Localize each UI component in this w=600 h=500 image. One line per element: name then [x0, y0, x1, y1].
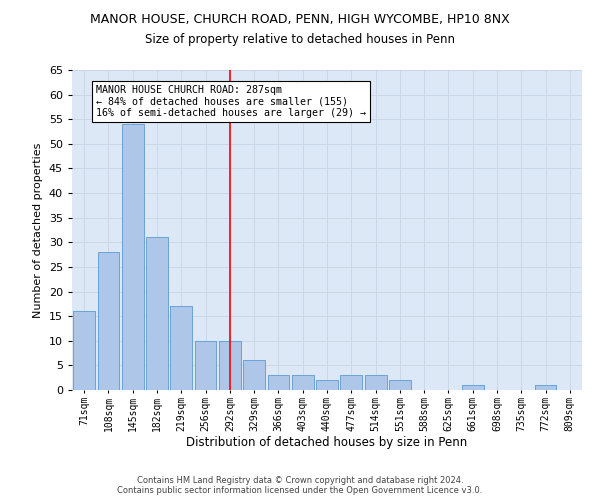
Bar [292, 375, 314, 390]
Bar [122, 124, 143, 390]
Text: Size of property relative to detached houses in Penn: Size of property relative to detached ho… [145, 32, 455, 46]
Bar [535, 385, 556, 390]
Bar [73, 311, 95, 390]
Bar [316, 380, 338, 390]
Bar [268, 375, 289, 390]
Bar [146, 238, 168, 390]
X-axis label: Distribution of detached houses by size in Penn: Distribution of detached houses by size … [187, 436, 467, 450]
Bar [243, 360, 265, 390]
Bar [365, 375, 386, 390]
Bar [194, 341, 217, 390]
Text: MANOR HOUSE, CHURCH ROAD, PENN, HIGH WYCOMBE, HP10 8NX: MANOR HOUSE, CHURCH ROAD, PENN, HIGH WYC… [90, 12, 510, 26]
Text: Contains HM Land Registry data © Crown copyright and database right 2024.
Contai: Contains HM Land Registry data © Crown c… [118, 476, 482, 495]
Bar [97, 252, 119, 390]
Bar [462, 385, 484, 390]
Bar [170, 306, 192, 390]
Bar [219, 341, 241, 390]
Y-axis label: Number of detached properties: Number of detached properties [33, 142, 43, 318]
Bar [340, 375, 362, 390]
Bar [389, 380, 411, 390]
Text: MANOR HOUSE CHURCH ROAD: 287sqm
← 84% of detached houses are smaller (155)
16% o: MANOR HOUSE CHURCH ROAD: 287sqm ← 84% of… [96, 85, 366, 118]
